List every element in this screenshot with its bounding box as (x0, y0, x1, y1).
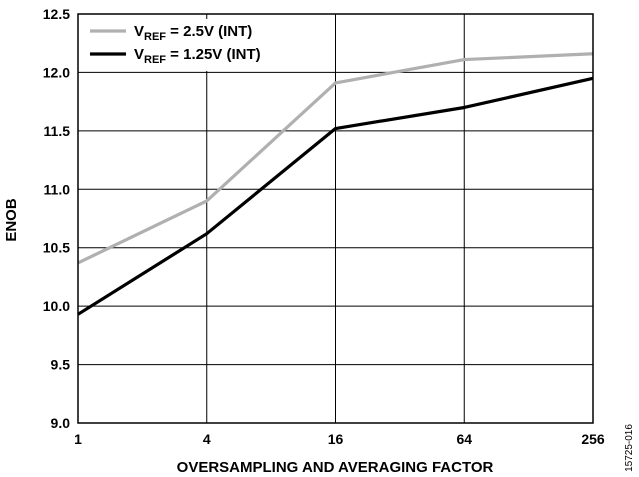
x-tick-labels: 1 4 16 64 256 (74, 431, 605, 447)
x-tick-label: 256 (581, 431, 605, 447)
series-line-2 (77, 76, 594, 316)
legend-label-rest: = 1.25V (INT) (166, 46, 261, 63)
x-axis-title: OVERSAMPLING AND AVERAGING FACTOR (177, 459, 494, 476)
legend-label-subscript: REF (144, 54, 166, 66)
y-tick-label: 9.5 (51, 357, 71, 373)
y-tick-label: 11.0 (44, 181, 71, 197)
series-lines (77, 52, 594, 316)
x-tick-label: 16 (328, 431, 344, 447)
x-tick-label: 64 (456, 431, 472, 447)
legend-label-1: VREF = 2.5V (INT) (134, 23, 252, 43)
y-tick-label: 10.5 (43, 240, 70, 256)
legend: VREF = 2.5V (INT)VREF = 1.25V (INT) (86, 19, 300, 71)
y-axis-title: ENOB (3, 198, 20, 242)
series-line-1 (77, 52, 594, 265)
legend-label-subscript: REF (144, 31, 166, 43)
plot-frame (77, 13, 594, 424)
y-tick-label: 10.0 (43, 298, 70, 314)
y-tick-labels: 9.0 9.5 10.0 10.5 11.0 11.5 12.0 12.5 (43, 6, 70, 431)
x-tick-label: 1 (74, 431, 82, 447)
legend-label-rest: = 2.5V (INT) (166, 23, 252, 40)
y-tick-label: 9.0 (51, 415, 71, 431)
y-tick-label: 12.0 (43, 64, 70, 80)
figure-id: 15725-016 (624, 424, 635, 472)
y-tick-label: 12.5 (43, 6, 70, 22)
grid-lines (77, 13, 594, 424)
x-tick-label: 4 (203, 431, 211, 447)
legend-box (86, 19, 300, 71)
legend-label-2: VREF = 1.25V (INT) (134, 46, 261, 66)
legend-label-main: V (134, 46, 144, 63)
legend-label-main: V (134, 23, 144, 40)
y-tick-label: 11.5 (44, 123, 71, 139)
